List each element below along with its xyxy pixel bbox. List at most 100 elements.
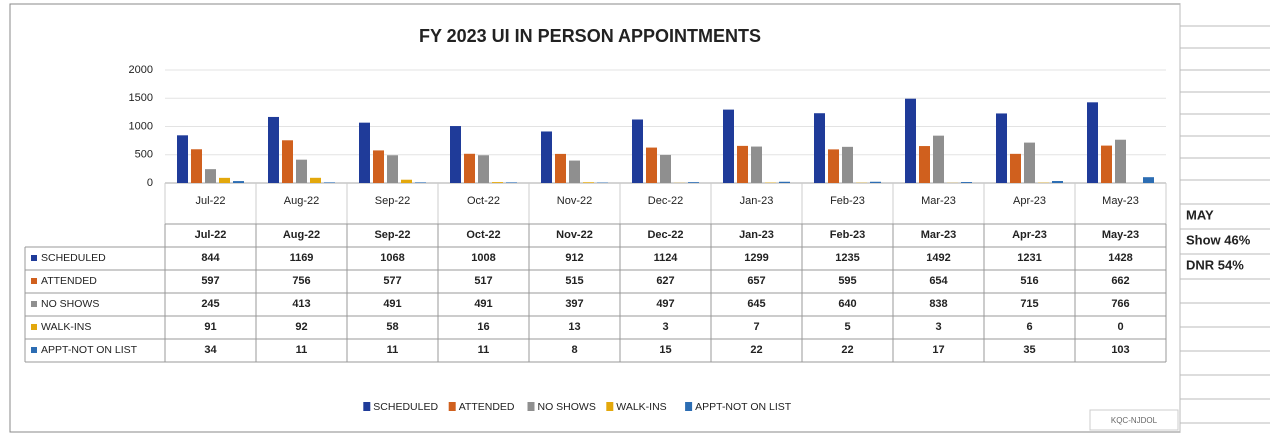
- side-title: MAY: [1186, 207, 1214, 222]
- table-cell: 22: [750, 344, 762, 356]
- table-cell: 491: [474, 298, 492, 310]
- table-row-label: WALK-INS: [41, 321, 91, 333]
- footer-box: [1089, 409, 1179, 431]
- table-cell: 627: [656, 275, 674, 287]
- bar: [828, 149, 839, 183]
- bar: [996, 113, 1007, 183]
- table-cell: 8: [571, 344, 577, 356]
- table-cell: 58: [386, 321, 398, 333]
- table-cell: 515: [565, 275, 583, 287]
- table-cell: 766: [1111, 298, 1129, 310]
- y-tick-label: 500: [135, 149, 153, 161]
- side-panel: [1179, 4, 1270, 432]
- y-tick-label: 0: [147, 177, 153, 189]
- table-row-label: APPT-NOT ON LIST: [41, 344, 138, 356]
- bar: [751, 146, 762, 183]
- table-cell: 654: [929, 275, 948, 287]
- table-cell: 577: [383, 275, 401, 287]
- table-cell: 497: [656, 298, 674, 310]
- bar: [905, 98, 916, 183]
- y-tick-label: 1000: [129, 120, 153, 132]
- table-cell: 17: [932, 344, 944, 356]
- bar: [632, 119, 643, 183]
- y-tick-label: 2000: [129, 64, 153, 76]
- x-tick-label: Apr-23: [1013, 195, 1046, 207]
- bar: [1024, 142, 1035, 183]
- legend-key: [448, 402, 456, 411]
- bar: [646, 147, 657, 183]
- table-row-label: ATTENDED: [41, 275, 97, 287]
- bar: [177, 135, 188, 183]
- table-cell: 11: [387, 344, 399, 356]
- legend-label: NO SHOWS: [538, 401, 596, 413]
- table-cell: 844: [201, 252, 220, 264]
- bar: [660, 154, 671, 183]
- y-tick-label: 1500: [129, 92, 153, 104]
- bar: [814, 113, 825, 183]
- bar: [870, 181, 881, 183]
- x-tick-label: Sep-22: [375, 195, 410, 207]
- table-cell: 595: [838, 275, 856, 287]
- table-cell: 34: [204, 344, 217, 356]
- table-cell: 1235: [835, 252, 859, 264]
- legend-label: WALK-INS: [616, 401, 666, 413]
- bar: [506, 182, 517, 183]
- x-tick-label: Aug-22: [284, 195, 319, 207]
- table-legend-key: [31, 278, 37, 284]
- bar: [324, 182, 335, 183]
- bar: [464, 153, 475, 183]
- bar: [450, 126, 461, 183]
- table-header: Apr-23: [1012, 229, 1047, 241]
- bar: [1052, 181, 1063, 183]
- bar: [373, 150, 384, 183]
- table-cell: 0: [1117, 321, 1123, 333]
- table-header: Dec-22: [647, 229, 683, 241]
- table-cell: 516: [1020, 275, 1038, 287]
- legend-key: [685, 402, 693, 411]
- bar: [737, 145, 748, 183]
- bar: [1101, 145, 1112, 183]
- side-row: Show 46%: [1186, 232, 1251, 247]
- bar: [1010, 153, 1021, 183]
- table-cell: 1492: [926, 252, 950, 264]
- bar: [583, 182, 594, 183]
- bar: [401, 179, 412, 183]
- table-cell: 15: [659, 344, 671, 356]
- table-cell: 1124: [654, 252, 679, 264]
- bar: [282, 140, 293, 183]
- table-cell: 3: [935, 321, 941, 333]
- table-legend-key: [31, 255, 37, 261]
- table-row-label: NO SHOWS: [41, 298, 99, 310]
- bar: [478, 155, 489, 183]
- table-cell: 756: [292, 275, 310, 287]
- table-cell: 13: [568, 321, 580, 333]
- bar: [296, 159, 307, 183]
- bar: [205, 169, 216, 183]
- table-cell: 657: [747, 275, 765, 287]
- table-cell: 103: [1111, 344, 1129, 356]
- bar: [219, 177, 230, 183]
- table-header: Nov-22: [556, 229, 593, 241]
- table-header: Jan-23: [739, 229, 774, 241]
- bar: [541, 131, 552, 183]
- table-cell: 491: [383, 298, 401, 310]
- bar: [492, 182, 503, 183]
- x-tick-label: Mar-23: [921, 195, 956, 207]
- table-cell: 1008: [471, 252, 495, 264]
- bar: [919, 146, 930, 183]
- table-header: Oct-22: [466, 229, 500, 241]
- chart-frame: [9, 3, 1181, 433]
- legend-key: [363, 402, 371, 411]
- table-cell: 838: [929, 298, 947, 310]
- table-cell: 645: [747, 298, 765, 310]
- table-cell: 1231: [1017, 252, 1041, 264]
- x-tick-label: May-23: [1102, 195, 1139, 207]
- bar: [415, 182, 426, 183]
- table-header: Feb-23: [830, 229, 865, 241]
- bar: [961, 182, 972, 183]
- table-cell: 1169: [290, 252, 314, 264]
- table-cell: 912: [565, 252, 583, 264]
- x-tick-label: Jan-23: [740, 195, 774, 207]
- table-header: Aug-22: [283, 229, 320, 241]
- bar: [1087, 102, 1098, 183]
